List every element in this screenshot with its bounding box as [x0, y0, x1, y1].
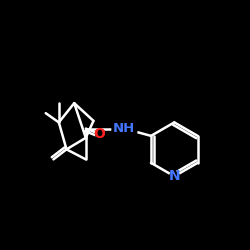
Text: N: N: [168, 169, 180, 183]
Text: O: O: [94, 127, 106, 141]
Text: NH: NH: [113, 122, 136, 135]
